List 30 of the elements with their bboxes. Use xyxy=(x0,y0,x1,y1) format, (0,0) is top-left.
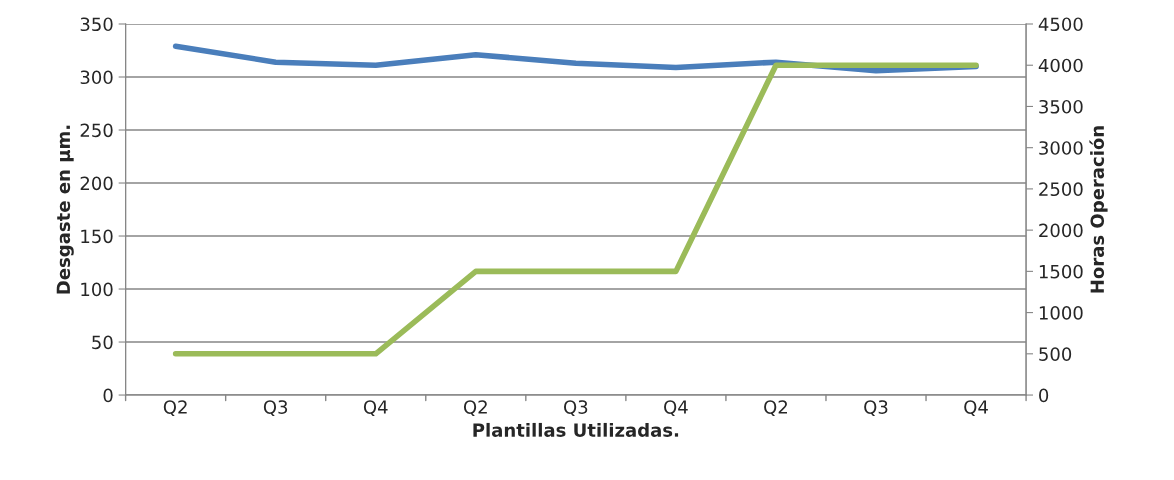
y-tick-label: 300 xyxy=(80,70,113,85)
x-tick-label: Q3 xyxy=(564,400,588,416)
y-tick-label: 150 xyxy=(81,229,113,244)
y2-tick-label: 3000 xyxy=(1039,141,1083,155)
x-tick-label: Q4 xyxy=(964,400,988,416)
y2-tick-label: 2500 xyxy=(1039,182,1083,197)
y-tick-label: 0 xyxy=(103,388,113,403)
x-tick-label: Q2 xyxy=(163,400,187,416)
y2-axis-title: Horas Operación xyxy=(1089,126,1108,293)
x-tick-label: Q4 xyxy=(664,400,688,416)
y2-tick-label: 4500 xyxy=(1038,17,1083,32)
y-tick-label: 350 xyxy=(80,17,113,32)
y2-tick-label: 3500 xyxy=(1039,99,1083,114)
x-tick-label: Q2 xyxy=(463,400,487,416)
y2-tick-label: 2000 xyxy=(1039,223,1083,238)
y-tick-label: 100 xyxy=(81,282,113,297)
y2-tick-label: 1000 xyxy=(1039,306,1083,320)
y-tick-label: 250 xyxy=(80,123,113,138)
y-tick-label: 50 xyxy=(92,335,113,350)
x-tick-label: Q2 xyxy=(764,400,787,416)
y2-tick-label: 0 xyxy=(1039,388,1049,403)
y2-tick-label: 1500 xyxy=(1039,264,1083,279)
y-tick-label: 200 xyxy=(80,176,113,191)
x-axis-title: Plantillas Utilizadas. xyxy=(473,422,679,437)
y-axis-title: Desgaste en µm. xyxy=(56,125,74,294)
x-tick-label: Q3 xyxy=(864,400,888,416)
x-tick-label: Q4 xyxy=(363,400,388,416)
y2-tick-label: 500 xyxy=(1039,347,1072,361)
y2-tick-label: 4000 xyxy=(1038,58,1083,73)
x-tick-label: Q3 xyxy=(263,400,288,416)
